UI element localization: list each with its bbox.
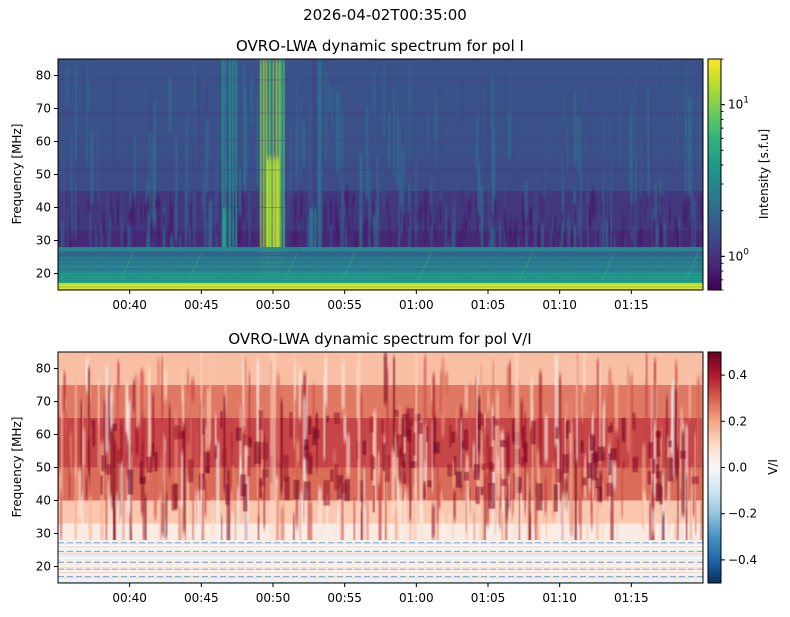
bottom-colorbar: −0.4 −0.2 0.0 0.2 0.4 V/I [707, 351, 780, 584]
figure-suptitle: 2026-04-02T00:35:00 [303, 6, 467, 24]
y-tick-label: 40 [36, 494, 51, 508]
top-x-axis: 00:40 00:45 00:50 00:55 01:00 01:05 01:10 01:15 [112, 290, 649, 312]
x-tick-label: 01:15 [614, 591, 649, 605]
y-tick-label: 80 [36, 69, 51, 83]
bottom-panel-title: OVRO-LWA dynamic spectrum for pol V/I [228, 330, 531, 348]
colorbar-tick-label: −0.4 [728, 553, 757, 567]
colorbar-tick-label: 0.4 [728, 368, 747, 382]
top-colorbar-label: Intensity [s.f.u] [757, 129, 771, 219]
x-tick-label: 00:55 [327, 591, 362, 605]
top-panel-title: OVRO-LWA dynamic spectrum for pol I [236, 37, 524, 55]
x-tick-label: 00:40 [112, 591, 147, 605]
x-tick-label: 00:55 [327, 298, 362, 312]
top-heatmap [58, 59, 703, 290]
bottom-heatmap [58, 352, 703, 583]
x-tick-label: 01:00 [399, 591, 434, 605]
top-colorbar: 100 101 Intensity [s.f.u] [707, 58, 771, 291]
x-tick-label: 00:40 [112, 298, 147, 312]
y-tick-label: 70 [36, 395, 51, 409]
x-tick-label: 00:45 [184, 591, 219, 605]
y-tick-label: 30 [36, 527, 51, 541]
y-tick-label: 80 [36, 362, 51, 376]
y-tick-label: 70 [36, 102, 51, 116]
colorbar-tick-label: 0.2 [728, 414, 747, 428]
y-tick-label: 50 [36, 461, 51, 475]
y-tick-label: 20 [36, 560, 51, 574]
y-tick-label: 30 [36, 234, 51, 248]
bottom-y-axis: 20 30 40 50 60 70 80 [36, 362, 58, 574]
y-tick-label: 60 [36, 428, 51, 442]
x-tick-label: 01:05 [471, 591, 506, 605]
colorbar-tick-label: 0.0 [728, 461, 747, 475]
x-tick-label: 01:10 [542, 298, 577, 312]
colorbar-tick-label: 100 [728, 247, 749, 263]
colorbar-tick-label: −0.2 [728, 507, 757, 521]
x-tick-label: 01:05 [471, 298, 506, 312]
top-y-axis-label: Frequency [MHz] [10, 124, 24, 225]
bottom-y-axis-label: Frequency [MHz] [10, 417, 24, 518]
bottom-x-axis: 00:40 00:45 00:50 00:55 01:00 01:05 01:10 01:15 [112, 583, 649, 605]
x-tick-label: 01:10 [542, 591, 577, 605]
y-tick-label: 60 [36, 135, 51, 149]
x-tick-label: 00:50 [256, 298, 291, 312]
top-y-axis: 20 30 40 50 60 70 80 [36, 69, 58, 281]
y-tick-label: 20 [36, 267, 51, 281]
x-tick-label: 00:50 [256, 591, 291, 605]
y-tick-label: 50 [36, 168, 51, 182]
x-tick-label: 00:45 [184, 298, 219, 312]
x-tick-label: 01:00 [399, 298, 434, 312]
x-tick-label: 01:15 [614, 298, 649, 312]
bottom-colorbar-label: V/I [766, 459, 780, 475]
y-tick-label: 40 [36, 201, 51, 215]
colorbar-tick-label: 101 [728, 96, 749, 112]
